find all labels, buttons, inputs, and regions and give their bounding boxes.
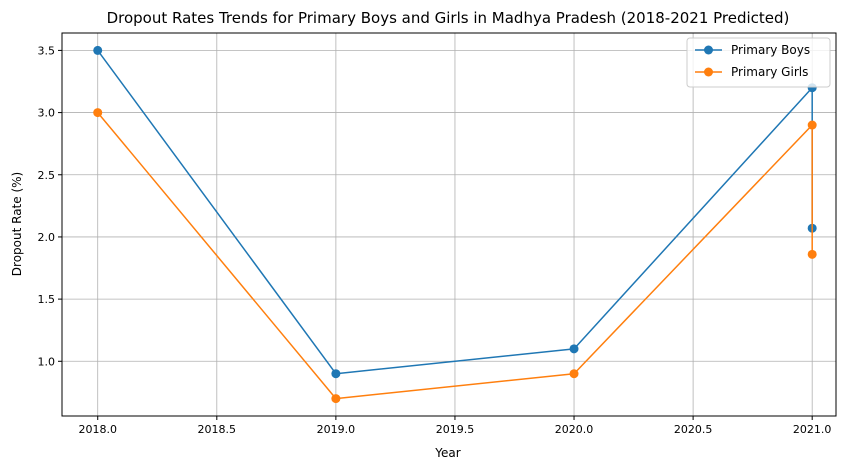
y-axis-ticks: 1.0 1.5 2.0 2.5 3.0 3.5 [38, 44, 62, 368]
data-point [569, 344, 579, 354]
x-tick-label: 2020.5 [674, 423, 713, 436]
grid [62, 33, 836, 416]
y-tick-label: 3.5 [38, 44, 56, 57]
y-tick-label: 1.5 [38, 293, 56, 306]
chart-title: Dropout Rates Trends for Primary Boys an… [107, 9, 790, 27]
data-point [331, 394, 341, 404]
legend-marker [704, 45, 713, 55]
plot-area-frame [61, 32, 837, 417]
legend-marker [704, 67, 713, 77]
y-tick-label: 2.5 [38, 169, 56, 182]
x-tick-label: 2019.5 [436, 423, 475, 436]
x-tick-label: 2020.0 [555, 423, 594, 436]
legend-box [686, 37, 831, 88]
y-tick-label: 1.0 [38, 355, 56, 368]
series-layer [93, 45, 817, 404]
legend: Primary Boys Primary Girls [686, 37, 831, 88]
data-point [807, 120, 817, 130]
y-axis-label: Dropout Rate (%) [10, 172, 24, 276]
legend-label: Primary Boys [731, 43, 810, 57]
x-axis-label: Year [434, 446, 460, 460]
series-primary-girls [93, 108, 817, 404]
x-tick-label: 2018.5 [198, 423, 237, 436]
x-tick-label: 2019.0 [317, 423, 356, 436]
data-point [331, 369, 341, 379]
y-tick-label: 3.0 [38, 107, 56, 120]
y-tick-label: 2.0 [38, 231, 56, 244]
x-tick-label: 2018.0 [78, 423, 117, 436]
data-point [569, 369, 579, 379]
data-point [93, 108, 103, 118]
legend-label: Primary Girls [731, 65, 808, 79]
data-point [807, 249, 817, 259]
x-axis-ticks: 2018.0 2018.5 2019.0 2019.5 2020.0 2020.5 2021… [78, 416, 831, 436]
x-tick-label: 2021.0 [793, 423, 832, 436]
data-point [93, 45, 103, 55]
